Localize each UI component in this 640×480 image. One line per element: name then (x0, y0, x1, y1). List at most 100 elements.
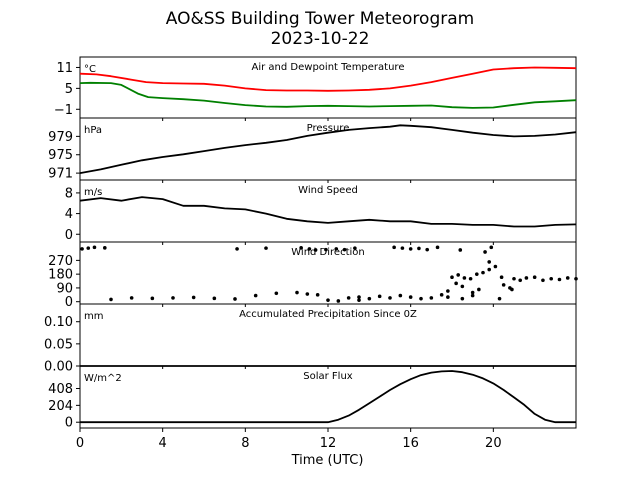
default-line (79, 124, 577, 174)
panel-title: Air and Dewpoint Temperature (252, 62, 405, 73)
wind-direction-point (501, 283, 506, 287)
panel-title: Pressure (307, 123, 350, 134)
wind-direction-point (557, 277, 562, 282)
wind-direction-point (489, 245, 494, 250)
wind-direction-point (468, 276, 473, 281)
panel-2: 979 975 971 Pressure hPa (48, 117, 577, 183)
panel-6: 408 204 0 Solar Flux W/m^2 (48, 365, 577, 432)
wind-direction-point (487, 267, 492, 272)
x-tick-label: 8 (241, 436, 249, 451)
wind-direction-point (357, 298, 361, 302)
panel-unit-label: m/s (84, 187, 102, 198)
temperature-line (79, 66, 577, 92)
x-tick-label: 12 (320, 436, 337, 451)
panel-unit-label: hPa (84, 125, 102, 136)
y-tick-label: 975 (48, 148, 73, 163)
wind-direction-point (477, 287, 481, 292)
wind-direction-point (497, 296, 502, 301)
wind-direction-point (92, 245, 97, 250)
wind-direction-point (419, 296, 423, 301)
wind-direction-point (357, 295, 361, 299)
wind-direction-point (324, 247, 328, 252)
wind-direction-point (253, 293, 258, 298)
wind-direction-point (400, 246, 405, 250)
panel-title: Solar Flux (303, 371, 353, 382)
wind-direction-point (233, 297, 237, 301)
wind-direction-point (565, 276, 570, 280)
wind-direction-point (475, 272, 479, 276)
y-tick-label: 11 (56, 61, 73, 76)
wind-direction-point (408, 247, 413, 251)
x-tick-label: 16 (402, 436, 419, 451)
wind-direction-point (429, 296, 434, 300)
wind-direction-point (191, 295, 196, 300)
y-tick-label: 204 (48, 399, 73, 414)
wind-direction-point (274, 291, 279, 296)
figure-title: AO&SS Building Tower Meteorogram (165, 9, 475, 29)
wind-direction-point (212, 296, 217, 301)
wind-direction-point (408, 295, 413, 299)
y-tick-label: 0 (65, 228, 73, 243)
figure-date: 2023-10-22 (270, 29, 370, 49)
wind-direction-point (235, 247, 239, 251)
x-tick-label: 4 (159, 436, 167, 451)
wind-direction-point (305, 292, 310, 296)
wind-direction-point (446, 295, 450, 299)
wind-direction-point (460, 284, 465, 289)
wind-direction-point (353, 246, 357, 250)
wind-direction-point (470, 290, 475, 295)
wind-direction-point (450, 275, 454, 280)
x-tick-label: 0 (76, 436, 84, 451)
wind-direction-point (264, 246, 268, 250)
dewpoint-line (79, 81, 577, 109)
wind-direction-point (346, 296, 351, 300)
wind-direction-point (481, 270, 485, 275)
wind-direction-point (129, 296, 134, 300)
wind-direction-point (454, 281, 458, 286)
panel-unit-label: mm (84, 311, 103, 322)
y-tick-label: 4 (65, 207, 73, 222)
wind-direction-point (171, 296, 175, 300)
wind-direction-point (103, 246, 107, 250)
y-tick-label: 0.10 (44, 315, 73, 330)
panel-5: 0.10 0.05 0.00 Accumulated Precipitation Si… (44, 303, 577, 375)
wind-direction-point (518, 278, 522, 283)
wind-direction-point (510, 287, 514, 292)
panel-title: Wind Direction (291, 247, 365, 258)
y-tick-label: 0 (65, 295, 73, 310)
wind-direction-point (574, 276, 578, 281)
panel-title: Accumulated Precipitation Since 0Z (239, 309, 417, 320)
wind-direction-point (499, 275, 504, 280)
wind-direction-point (388, 296, 392, 300)
panel-title: Wind Speed (298, 185, 358, 196)
wind-direction-point (446, 289, 450, 293)
wind-direction-point (541, 278, 545, 283)
wind-direction-point (295, 290, 299, 295)
wind-direction-point (80, 247, 84, 251)
y-tick-label: −1 (54, 103, 73, 118)
x-tick-label: 20 (485, 436, 502, 451)
wind-direction-point (367, 296, 372, 301)
wind-direction-point (549, 276, 553, 281)
default-line (80, 370, 576, 424)
y-tick-label: 0.05 (44, 337, 73, 352)
wind-direction-point (307, 247, 312, 251)
y-tick-label: 0.00 (44, 360, 73, 375)
wind-direction-point (462, 276, 467, 280)
wind-direction-point (313, 248, 318, 252)
wind-direction-point (512, 276, 516, 281)
wind-direction-point (334, 247, 339, 251)
y-tick-label: 971 (48, 167, 73, 182)
wind-direction-point (392, 245, 396, 250)
panel-unit-label: W/m^2 (84, 373, 122, 384)
wind-direction-point (532, 275, 537, 280)
wind-direction-point (483, 250, 487, 254)
wind-direction-point (470, 293, 475, 298)
wind-direction-point (150, 296, 155, 301)
y-tick-label: 180 (48, 268, 73, 283)
wind-direction-point (336, 299, 341, 303)
default-line (79, 196, 577, 228)
wind-direction-point (299, 246, 303, 250)
wind-direction-point (377, 294, 382, 299)
